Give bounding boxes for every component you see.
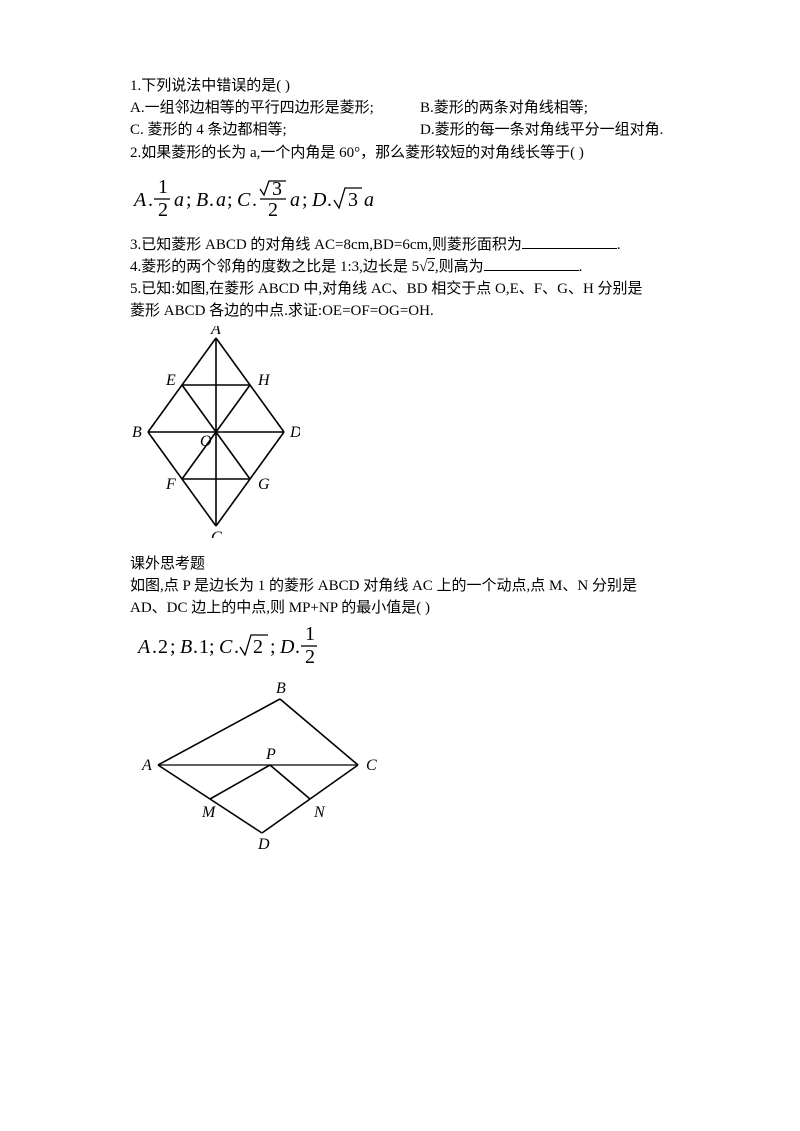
svg-text:P: P (265, 746, 276, 763)
svg-text:B: B (132, 424, 142, 441)
diagram2: A B C D P M N (130, 679, 670, 854)
svg-text:A: A (141, 757, 152, 774)
fD: D (311, 189, 327, 211)
svg-text:A: A (210, 326, 221, 338)
e-sqrt2: 2 (253, 636, 263, 658)
extra-l1: 如图,点 P 是边长为 1 的菱形 ABCD 对角线 AC 上的一个动点,点 M… (130, 575, 670, 597)
svg-text:M: M (201, 804, 217, 821)
eB: B (180, 636, 192, 658)
f-a3: a (290, 189, 300, 211)
f-half-num: 1 (158, 176, 168, 198)
q4: 4.菱形的两个邻角的度数之比是 1:3,边长是 5√2,则高为. (130, 256, 670, 278)
e-hden: 2 (305, 646, 315, 668)
svg-text:C: C (211, 529, 222, 538)
svg-text:.: . (152, 636, 157, 658)
svg-text:G: G (258, 476, 270, 493)
fB: B (196, 189, 208, 211)
q1-optC: C. 菱形的 4 条边都相等; (130, 119, 420, 141)
svg-text:.: . (209, 189, 214, 211)
svg-text:;: ; (170, 636, 176, 658)
q3: 3.已知菱形 ABCD 的对角线 AC=8cm,BD=6cm,则菱形面积为. (130, 234, 670, 256)
eA: A (136, 636, 151, 658)
q4-pre: 4.菱形的两个邻角的度数之比是 1:3,边长是 5 (130, 259, 419, 275)
svg-text:B: B (276, 680, 286, 697)
q3-pre: 3.已知菱形 ABCD 的对角线 AC=8cm,BD=6cm,则菱形面积为 (130, 237, 522, 253)
svg-text:.: . (193, 636, 198, 658)
q1-row1: A.一组邻边相等的平行四边形是菱形;B.菱形的两条对角线相等; (130, 97, 670, 119)
f-den2: 2 (268, 199, 278, 221)
eC: C (219, 636, 233, 658)
e-2: 2 (158, 636, 168, 658)
svg-text:D: D (257, 836, 270, 849)
extra-title: 课外思考题 (130, 553, 670, 575)
extra-formula: A . 2 ; B . 1 ; C . 2 ; D . 1 2 (130, 623, 670, 669)
f-sqrt3b: 3 (348, 189, 358, 211)
q5-l1: 5.已知:如图,在菱形 ABCD 中,对角线 AC、BD 相交于点 O,E、F、… (130, 278, 670, 300)
f-sqrt3a: 3 (272, 178, 282, 200)
svg-text:.: . (295, 636, 300, 658)
svg-text:.: . (148, 189, 153, 211)
eD: D (279, 636, 295, 658)
f-a4: a (364, 189, 374, 211)
svg-text:.: . (252, 189, 257, 211)
svg-text:.: . (327, 189, 332, 211)
extra-l2: AD、DC 边上的中点,则 MP+NP 的最小值是( ) (130, 597, 670, 619)
e-1: 1 (199, 636, 209, 658)
f-a2: a (216, 189, 226, 211)
svg-text:;: ; (209, 636, 215, 658)
svg-text:O: O (200, 433, 212, 450)
svg-text:D: D (289, 424, 300, 441)
e-hnum: 1 (305, 623, 315, 645)
f-half-den: 2 (158, 199, 168, 221)
q1-optB: B.菱形的两条对角线相等; (420, 100, 588, 116)
svg-text:;: ; (186, 189, 192, 211)
svg-text:F: F (165, 476, 176, 493)
q4-mid: ,则高为 (435, 259, 484, 275)
q5-l2: 菱形 ABCD 各边的中点.求证:OE=OF=OG=OH. (130, 300, 670, 322)
fA: A (132, 189, 147, 211)
f-a1: a (174, 189, 184, 211)
q3-blank[interactable] (522, 234, 617, 249)
svg-text:N: N (313, 804, 326, 821)
q2-stem: 2.如果菱形的长为 a,一个内角是 60°，那么菱形较短的对角线长等于( ) (130, 142, 670, 164)
q4-blank[interactable] (484, 256, 579, 271)
diagram1: A B C D E H F G O (130, 326, 670, 543)
svg-text:;: ; (302, 189, 308, 211)
svg-text:C: C (366, 757, 377, 774)
svg-text:H: H (257, 372, 271, 389)
q1-stem: 1.下列说法中错误的是( ) (130, 75, 670, 97)
q2-formula: A . 1 2 a ; B . a ; C . 3 2 a (130, 176, 670, 222)
fC: C (237, 189, 251, 211)
svg-text:;: ; (227, 189, 233, 211)
svg-text:E: E (165, 372, 176, 389)
q4-sqrt2: 2 (427, 258, 435, 275)
q1-row2: C. 菱形的 4 条边都相等;D.菱形的每一条对角线平分一组对角. (130, 119, 670, 141)
q1-optA: A.一组邻边相等的平行四边形是菱形; (130, 97, 420, 119)
svg-text:.: . (234, 636, 239, 658)
svg-text:;: ; (270, 636, 276, 658)
q1-optD: D.菱形的每一条对角线平分一组对角. (420, 122, 663, 138)
q4-post: . (579, 259, 583, 275)
q3-post: . (617, 237, 621, 253)
